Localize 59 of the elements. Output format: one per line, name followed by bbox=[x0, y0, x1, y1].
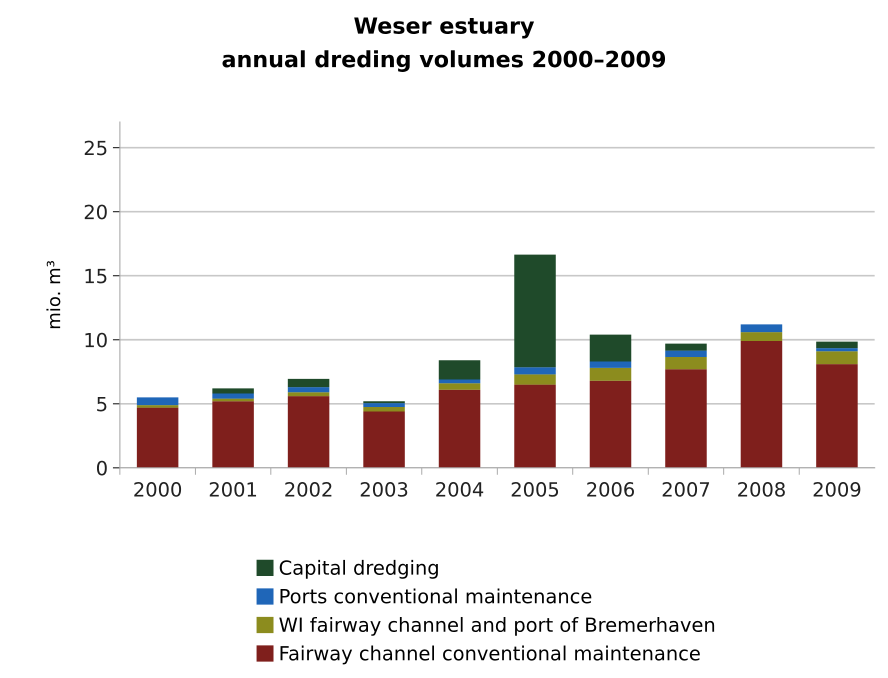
bar bbox=[288, 387, 330, 392]
bar bbox=[590, 368, 632, 381]
bar bbox=[816, 348, 858, 352]
bar bbox=[816, 351, 858, 364]
bar bbox=[136, 397, 178, 406]
bar bbox=[590, 380, 632, 468]
legend-label: WI fairway channel and port of Bremerhaven bbox=[279, 616, 714, 636]
y-axis-title: mio. m³ bbox=[46, 261, 60, 328]
bar bbox=[590, 362, 632, 368]
x-tick-label: 2001 bbox=[210, 482, 256, 497]
y-tick-label: 15 bbox=[85, 268, 106, 284]
x-tick-label: 2007 bbox=[662, 482, 710, 497]
bar bbox=[514, 374, 556, 385]
bar bbox=[665, 344, 707, 351]
x-tick-label: 2002 bbox=[285, 482, 332, 497]
legend-label: Capital dredging bbox=[280, 560, 438, 579]
bar bbox=[363, 411, 405, 468]
bar bbox=[136, 408, 178, 468]
bar bbox=[438, 390, 480, 468]
bar bbox=[740, 324, 782, 332]
x-tick-label: 2006 bbox=[587, 482, 634, 497]
y-tick-label: 0 bbox=[96, 460, 107, 476]
bar bbox=[514, 367, 556, 374]
y-tick-label: 5 bbox=[97, 397, 106, 412]
y-tick-label: 25 bbox=[84, 140, 106, 156]
x-tick-label: 2009 bbox=[814, 482, 860, 497]
bar bbox=[514, 254, 556, 368]
chart-title: Weser estuary annual dreding volumes 2000–2009 bbox=[222, 17, 666, 72]
bar bbox=[363, 403, 405, 407]
bar bbox=[438, 360, 480, 380]
bar bbox=[288, 396, 330, 468]
bar bbox=[816, 364, 858, 468]
legend-label: Ports conventional maintenance bbox=[280, 588, 592, 604]
bar bbox=[288, 392, 330, 396]
y-tick-label: 20 bbox=[84, 204, 107, 220]
bar bbox=[212, 398, 254, 402]
bar bbox=[363, 406, 405, 412]
bar bbox=[212, 401, 254, 468]
bar bbox=[816, 342, 858, 348]
x-tick-label: 2000 bbox=[134, 482, 182, 497]
bar bbox=[438, 383, 480, 390]
bar bbox=[514, 384, 556, 468]
bar bbox=[438, 379, 480, 384]
bar bbox=[665, 369, 707, 468]
x-tick-label: 2003 bbox=[360, 482, 408, 497]
x-tick-label: 2005 bbox=[512, 482, 558, 497]
x-tick-label: 2008 bbox=[738, 482, 785, 497]
bar bbox=[665, 350, 707, 358]
bar bbox=[136, 405, 178, 408]
bar bbox=[740, 341, 782, 468]
bar bbox=[212, 394, 254, 399]
bar bbox=[665, 357, 707, 370]
x-tick-label: 2004 bbox=[436, 482, 484, 497]
bar bbox=[740, 332, 782, 342]
bar bbox=[212, 388, 254, 394]
bar bbox=[288, 378, 330, 388]
legend-label: Fairway channel conventional maintenance bbox=[280, 646, 700, 664]
y-tick-label: 10 bbox=[85, 332, 107, 348]
bar bbox=[590, 334, 632, 362]
